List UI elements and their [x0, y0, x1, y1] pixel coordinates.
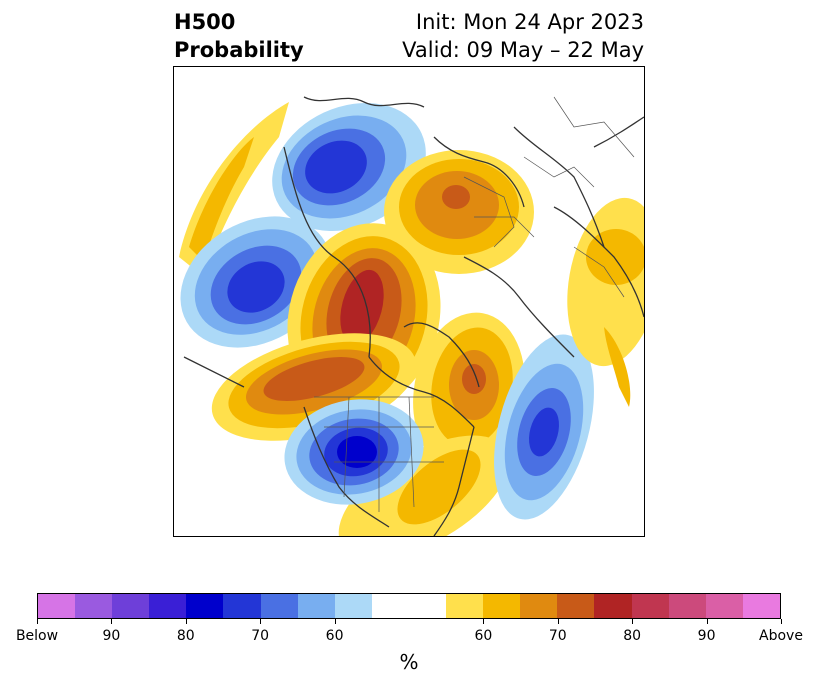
colorbar-segment — [557, 594, 595, 618]
variable-title: H500 — [174, 10, 236, 34]
anomaly-above-southeast-us — [338, 435, 510, 536]
colorbar-tick-label: 80 — [176, 628, 195, 644]
colorbar-tickmark — [483, 619, 485, 624]
colorbar-segment — [483, 594, 521, 618]
colorbar-segment — [75, 594, 113, 618]
colorbar-segment — [149, 594, 187, 618]
colorbar-segment — [742, 594, 780, 618]
init-date: Init: Mon 24 Apr 2023 — [415, 10, 644, 34]
anomaly-above-arctic — [384, 150, 534, 274]
colorbar-tickmark — [111, 619, 113, 624]
colorbar-segment — [223, 594, 261, 618]
colorbar-tick-label: 90 — [697, 628, 716, 644]
colorbar-segment — [112, 594, 150, 618]
probability-map — [173, 66, 645, 537]
colorbar-tick-label: Above — [759, 628, 803, 644]
colorbar-tickmark — [185, 619, 187, 624]
colorbar-segment — [297, 594, 335, 618]
chart-title-right: Init: Mon 24 Apr 2023 Valid: 09 May – 22… — [402, 8, 644, 64]
anomaly-below-arctic-canada — [272, 102, 426, 232]
chart-title-left: H500 Probability — [174, 8, 304, 64]
colorbar-segment — [668, 594, 706, 618]
colorbar-segment — [520, 594, 558, 618]
colorbar-tickmark — [334, 619, 336, 624]
colorbar-unit-label: % — [399, 650, 419, 674]
colorbar-tick-label: Below — [15, 628, 59, 644]
variable-subtitle: Probability — [174, 38, 304, 62]
colorbar-segment — [38, 594, 76, 618]
colorbar — [37, 593, 781, 619]
colorbar-segment — [594, 594, 632, 618]
colorbar-tickmark — [632, 619, 634, 624]
colorbar-tickmark — [37, 619, 38, 624]
coastlines — [183, 96, 644, 536]
colorbar-tick-label: 70 — [548, 628, 567, 644]
colorbar-tick-label: 60 — [474, 628, 493, 644]
colorbar-segment — [446, 594, 484, 618]
colorbar-tickmark — [260, 619, 262, 624]
colorbar-tick-label: 80 — [623, 628, 642, 644]
colorbar-tick-label: 90 — [102, 628, 121, 644]
colorbar-segment — [631, 594, 669, 618]
colorbar-tickmark — [781, 619, 782, 624]
colorbar-segment — [371, 594, 447, 618]
anomaly-below-central-us — [284, 399, 424, 505]
colorbar-segment — [334, 594, 372, 618]
anomaly-above-pacific-arc — [179, 102, 289, 277]
colorbar-tick-label: 60 — [325, 628, 344, 644]
colorbar-segment — [186, 594, 224, 618]
colorbar-tick-label: 70 — [251, 628, 270, 644]
colorbar-segment — [705, 594, 743, 618]
political-borders — [314, 96, 635, 512]
colorbar-tickmark — [706, 619, 708, 624]
colorbar-segment — [260, 594, 298, 618]
valid-range: Valid: 09 May – 22 May — [402, 38, 644, 62]
colorbar-tickmark — [557, 619, 559, 624]
anomaly-below-north-atlantic — [494, 334, 594, 520]
map-svg — [179, 96, 644, 536]
